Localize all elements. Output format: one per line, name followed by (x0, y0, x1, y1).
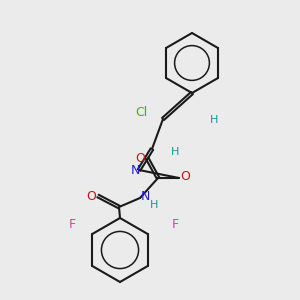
Text: O: O (86, 190, 96, 202)
Text: H: H (171, 147, 179, 157)
Text: H: H (210, 115, 218, 125)
Text: Cl: Cl (135, 106, 147, 119)
Text: F: F (171, 218, 178, 230)
Text: H: H (150, 200, 158, 210)
Text: N: N (130, 164, 140, 176)
Text: F: F (68, 218, 76, 230)
Text: O: O (180, 170, 190, 184)
Text: O: O (135, 152, 145, 164)
Text: N: N (140, 190, 150, 203)
